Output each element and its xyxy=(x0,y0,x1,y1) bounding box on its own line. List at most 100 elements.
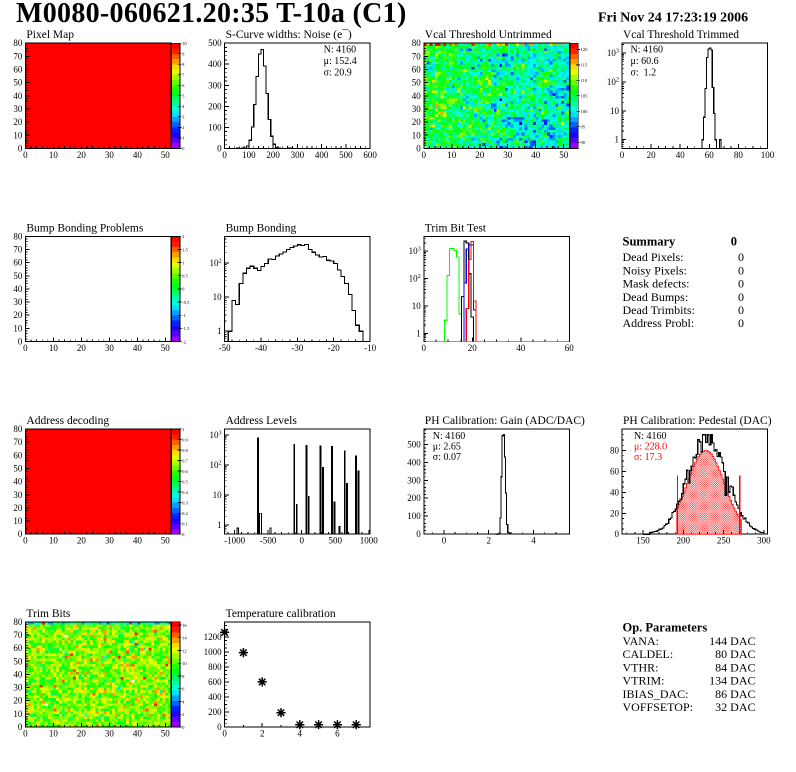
svg-text:10: 10 xyxy=(13,323,23,333)
svg-text:0: 0 xyxy=(182,725,185,730)
svg-text:0.4: 0.4 xyxy=(182,490,188,495)
svg-text:10: 10 xyxy=(49,343,59,353)
svg-text:5: 5 xyxy=(182,94,185,99)
svg-text:0.9: 0.9 xyxy=(182,437,188,442)
svg-text:100: 100 xyxy=(242,150,256,160)
svg-text:102: 102 xyxy=(409,273,421,284)
svg-text:102: 102 xyxy=(209,460,221,471)
svg-text:60: 60 xyxy=(13,643,23,653)
svg-text:0: 0 xyxy=(422,150,427,160)
svg-text:-0.5: -0.5 xyxy=(182,300,190,305)
svg-text:400: 400 xyxy=(315,150,329,160)
svg-text:N: 4160: N: 4160 xyxy=(631,45,664,56)
svg-text:20: 20 xyxy=(77,536,87,546)
svg-text:50: 50 xyxy=(13,271,23,281)
svg-text:1000: 1000 xyxy=(204,647,223,657)
svg-text:102: 102 xyxy=(607,77,619,88)
svg-text:Summary: Summary xyxy=(623,234,677,248)
svg-text:80: 80 xyxy=(734,150,744,160)
svg-text:10: 10 xyxy=(182,41,187,46)
svg-text:σ: 20.9: σ: 20.9 xyxy=(324,68,352,79)
svg-text:1000: 1000 xyxy=(360,536,379,546)
svg-text:144 DAC: 144 DAC xyxy=(709,634,755,648)
svg-text:800: 800 xyxy=(208,662,222,672)
svg-text:0.5: 0.5 xyxy=(182,479,188,484)
svg-text:Dead Trimbits:: Dead Trimbits: xyxy=(623,303,695,317)
svg-text:Dead Bumps:: Dead Bumps: xyxy=(623,290,689,304)
svg-text:400: 400 xyxy=(407,457,421,467)
svg-text:50: 50 xyxy=(559,150,569,160)
svg-text:μ: 228.0: μ: 228.0 xyxy=(634,442,667,453)
svg-text:500: 500 xyxy=(339,150,353,160)
svg-text:100: 100 xyxy=(407,511,421,521)
svg-text:40: 40 xyxy=(516,343,526,353)
svg-text:70: 70 xyxy=(13,244,23,254)
svg-text:100: 100 xyxy=(208,122,222,132)
svg-text:Bump Bonding: Bump Bonding xyxy=(226,222,297,234)
svg-text:0.5: 0.5 xyxy=(182,274,188,279)
svg-text:30: 30 xyxy=(503,150,513,160)
svg-text:Noisy Pixels:: Noisy Pixels: xyxy=(623,263,687,277)
svg-text:Vcal Threshold Untrimmed: Vcal Threshold Untrimmed xyxy=(425,29,552,41)
svg-text:40: 40 xyxy=(13,91,23,101)
svg-text:20: 20 xyxy=(13,503,23,513)
svg-text:30: 30 xyxy=(105,150,115,160)
svg-text:VANA:: VANA: xyxy=(623,634,659,648)
svg-text:1: 1 xyxy=(182,260,185,265)
svg-text:40: 40 xyxy=(13,477,23,487)
svg-text:0: 0 xyxy=(738,263,744,277)
svg-text:60: 60 xyxy=(13,450,23,460)
svg-text:80 DAC: 80 DAC xyxy=(715,647,755,661)
svg-text:-1.5: -1.5 xyxy=(182,326,190,331)
svg-text:0: 0 xyxy=(615,529,620,539)
svg-text:103: 103 xyxy=(607,48,619,59)
svg-text:40: 40 xyxy=(13,284,23,294)
svg-text:80: 80 xyxy=(13,617,23,627)
svg-text:-30: -30 xyxy=(291,343,303,353)
svg-text:8: 8 xyxy=(182,62,185,67)
svg-text:6: 6 xyxy=(182,83,185,88)
svg-text:4: 4 xyxy=(531,536,536,546)
svg-text:1: 1 xyxy=(217,326,222,336)
svg-text:8: 8 xyxy=(182,674,185,679)
svg-text:0: 0 xyxy=(182,287,185,292)
svg-text:10: 10 xyxy=(49,536,59,546)
svg-text:PH Calibration: Pedestal (DAC): PH Calibration: Pedestal (DAC) xyxy=(623,415,772,427)
svg-text:0: 0 xyxy=(422,343,427,353)
svg-text:14: 14 xyxy=(182,636,187,641)
svg-text:50: 50 xyxy=(13,78,23,88)
svg-text:1: 1 xyxy=(217,520,222,530)
svg-text:20: 20 xyxy=(13,696,23,706)
svg-text:σ: 0.07: σ: 0.07 xyxy=(433,452,461,463)
svg-text:0: 0 xyxy=(738,250,744,264)
svg-text:1: 1 xyxy=(182,136,185,141)
svg-text:σ: 1.2: σ: 1.2 xyxy=(631,68,657,79)
svg-text:30: 30 xyxy=(13,490,23,500)
svg-text:10: 10 xyxy=(49,150,59,160)
svg-text:VTHR:: VTHR: xyxy=(623,660,659,674)
svg-text:2: 2 xyxy=(486,536,491,546)
svg-text:40: 40 xyxy=(610,487,620,497)
svg-text:103: 103 xyxy=(209,430,221,441)
svg-text:μ: 2.65: μ: 2.65 xyxy=(433,442,461,453)
svg-text:600: 600 xyxy=(363,150,377,160)
svg-text:30: 30 xyxy=(105,536,115,546)
svg-text:VTRIM:: VTRIM: xyxy=(623,674,665,688)
svg-text:0: 0 xyxy=(23,536,28,546)
svg-text:10: 10 xyxy=(213,292,223,302)
svg-text:6: 6 xyxy=(335,729,340,739)
svg-text:PH Calibration: Gain (ADC/DAC): PH Calibration: Gain (ADC/DAC) xyxy=(425,415,585,427)
svg-text:0: 0 xyxy=(416,143,421,153)
svg-text:40: 40 xyxy=(676,150,686,160)
svg-text:80: 80 xyxy=(412,38,422,48)
svg-text:40: 40 xyxy=(133,729,143,739)
svg-text:40: 40 xyxy=(531,150,541,160)
svg-text:80: 80 xyxy=(13,231,23,241)
svg-text:20: 20 xyxy=(77,150,87,160)
svg-text:400: 400 xyxy=(208,59,222,69)
svg-text:2: 2 xyxy=(182,125,185,130)
svg-text:9: 9 xyxy=(182,52,185,57)
svg-text:200: 200 xyxy=(407,493,421,503)
svg-text:6: 6 xyxy=(182,687,185,692)
svg-text:10: 10 xyxy=(412,130,422,140)
